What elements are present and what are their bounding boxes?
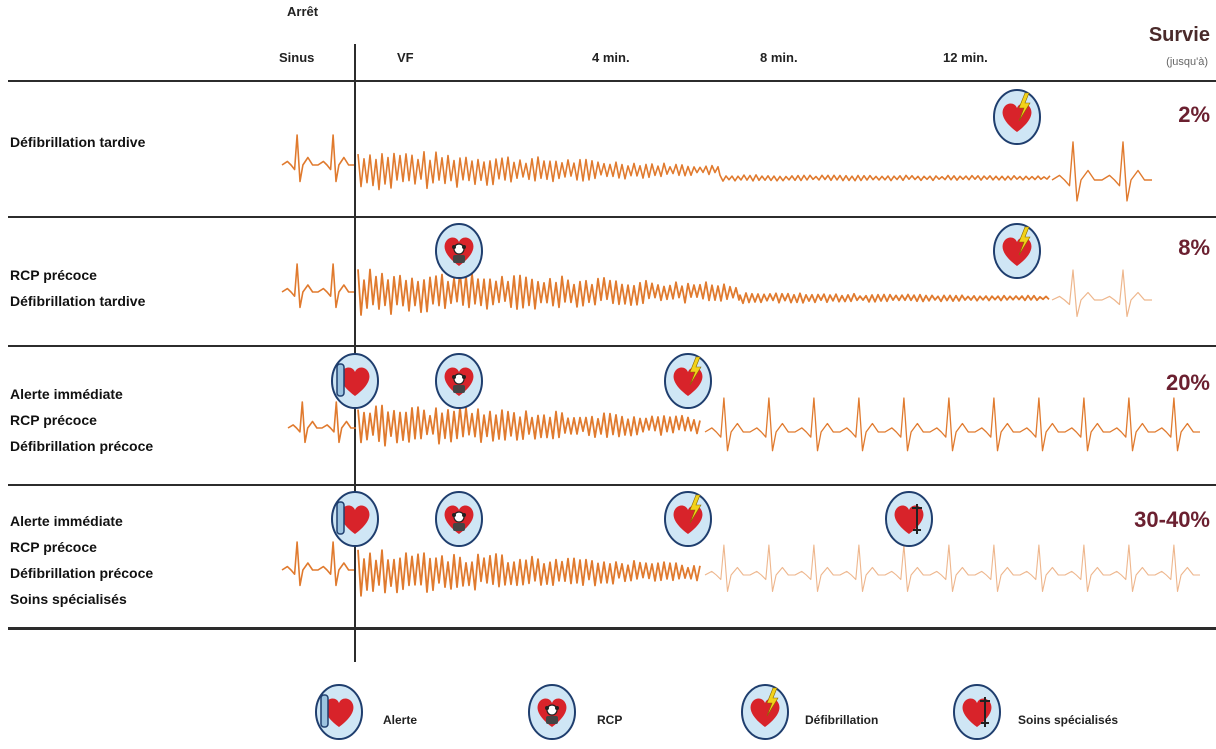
ecg-vf-row-4 (357, 549, 701, 597)
defibrillation-heart-icon (740, 683, 790, 741)
row-divider-2 (8, 345, 1216, 347)
ecg-vf-row-1 (357, 151, 1051, 191)
row-divider-3 (8, 484, 1216, 486)
survival-row-4: 30-40% (1134, 507, 1210, 532)
row-divider-bottom (8, 627, 1216, 630)
survival-row-1: 2% (1178, 102, 1210, 127)
legend-defib-label: Défibrillation (805, 713, 879, 727)
row-label-line: RCP précoce (10, 539, 97, 555)
row-label-1: Défibrillation tardive (10, 129, 145, 155)
legend-soins-label: Soins spécialisés (1018, 713, 1119, 727)
ecg-recovery-row-4 (704, 544, 1200, 593)
row-divider-1 (8, 216, 1216, 218)
row-divider-top (8, 80, 1216, 82)
header-sinus: Sinus (279, 50, 315, 65)
survival-row-3: 20% (1165, 370, 1210, 395)
row-label-4: Alerte immédiate RCP précoce Défibrillat… (10, 508, 153, 612)
ecg-sinus-row-3 (287, 401, 356, 444)
ecg-vf-row-3 (357, 404, 701, 447)
ecg-sinus-row-2 (281, 263, 354, 309)
header-survie: Survie (1148, 24, 1210, 46)
phone-heart-icon (330, 352, 380, 410)
header-4min: 4 min. (592, 50, 630, 65)
header-12min: 12 min. (943, 50, 988, 65)
ecg-sinus-row-1 (281, 134, 354, 183)
specialized-care-heart-icon (952, 683, 1002, 741)
cpr-heart-icon (527, 683, 577, 741)
row-label-line: Soins spécialisés (10, 591, 127, 607)
header-vf: VF (397, 50, 414, 65)
ecg-recovery-row-3 (704, 397, 1200, 452)
row-label-line: Alerte immédiate (10, 513, 123, 529)
ecg-sinus-row-4 (281, 541, 354, 587)
header-8min: 8 min. (760, 50, 798, 65)
row-label-line: Défibrillation précoce (10, 438, 154, 454)
row-label-line: Défibrillation tardive (10, 134, 146, 150)
defibrillation-heart-icon (663, 490, 713, 548)
row-label-2: RCP précoce Défibrillation tardive (10, 262, 145, 314)
cpr-heart-icon (434, 490, 484, 548)
row-label-line: RCP précoce (10, 412, 97, 428)
defibrillation-heart-icon (992, 222, 1042, 280)
defibrillation-heart-icon (992, 88, 1042, 146)
row-label-line: Défibrillation précoce (10, 565, 154, 581)
ecg-recovery-row-2 (1051, 269, 1152, 318)
row-label-3: Alerte immédiate RCP précoce Défibrillat… (10, 381, 153, 459)
defibrillation-heart-icon (663, 352, 713, 410)
row-label-line: Défibrillation tardive (10, 293, 146, 309)
ecg-recovery-row-1 (1051, 141, 1152, 202)
cpr-heart-icon (434, 222, 484, 280)
row-label-line: RCP précoce (10, 267, 97, 283)
header-jusqua: (jusqu'à) (1166, 56, 1208, 68)
legend-rcp-label: RCP (597, 713, 623, 727)
row-label-line: Alerte immédiate (10, 386, 123, 402)
phone-heart-icon (330, 490, 380, 548)
cpr-heart-icon (434, 352, 484, 410)
survival-row-2: 8% (1178, 235, 1210, 260)
legend-alerte-label: Alerte (383, 713, 418, 727)
header-arret: Arrêt (287, 4, 319, 19)
phone-heart-icon (314, 683, 364, 741)
ecg-vf-row-2 (357, 268, 1050, 316)
specialized-care-heart-icon (884, 490, 934, 548)
